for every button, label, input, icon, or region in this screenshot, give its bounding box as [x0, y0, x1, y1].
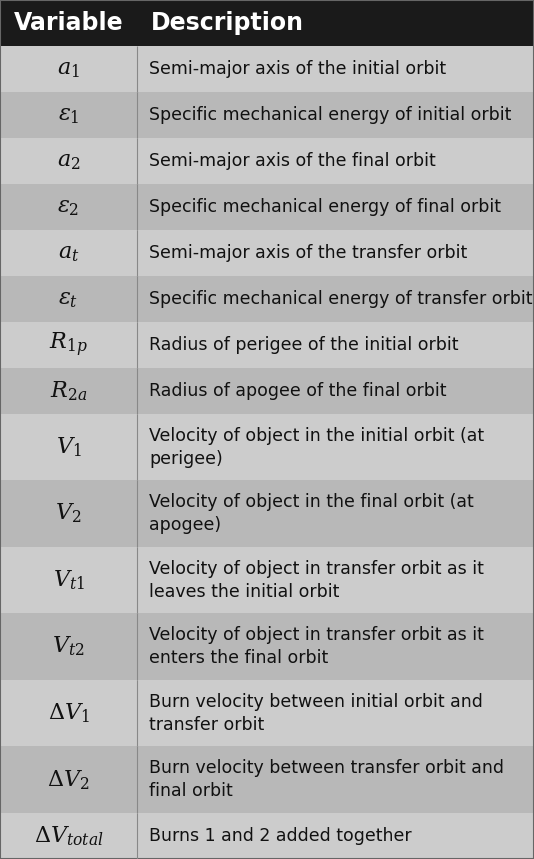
Bar: [0, 0, 534, 46]
Bar: [0, 680, 534, 746]
Text: Description: Description: [151, 11, 304, 35]
Text: $V_{t1}$: $V_{t1}$: [52, 569, 84, 592]
Text: Semi-major axis of the transfer orbit: Semi-major axis of the transfer orbit: [149, 244, 467, 262]
Bar: [0, 813, 534, 859]
Text: Radius of perigee of the initial orbit: Radius of perigee of the initial orbit: [149, 336, 459, 354]
Text: $a_t$: $a_t$: [58, 242, 79, 264]
Text: $R_{2a}$: $R_{2a}$: [50, 379, 87, 403]
Bar: [0, 322, 534, 368]
Text: Burn velocity between transfer orbit and
final orbit: Burn velocity between transfer orbit and…: [149, 759, 504, 801]
Text: $V_1$: $V_1$: [56, 436, 81, 459]
Text: $\Delta V_{total}$: $\Delta V_{total}$: [34, 824, 103, 848]
Text: Specific mechanical energy of transfer orbit: Specific mechanical energy of transfer o…: [149, 289, 532, 308]
Text: $\varepsilon_2$: $\varepsilon_2$: [58, 196, 80, 218]
Bar: [0, 184, 534, 230]
Text: $\Delta V_2$: $\Delta V_2$: [48, 768, 90, 791]
Text: $V_{t2}$: $V_{t2}$: [52, 635, 85, 659]
Bar: [0, 480, 534, 547]
Text: $a_2$: $a_2$: [57, 150, 80, 172]
Bar: [0, 368, 534, 414]
Text: Velocity of object in transfer orbit as it
leaves the initial orbit: Velocity of object in transfer orbit as …: [149, 560, 484, 600]
Text: Velocity of object in the initial orbit (at
perigee): Velocity of object in the initial orbit …: [149, 427, 484, 467]
Bar: [0, 138, 534, 184]
Text: Velocity of object in the final orbit (at
apogee): Velocity of object in the final orbit (a…: [149, 493, 474, 534]
Text: $V_2$: $V_2$: [56, 502, 82, 526]
Bar: [0, 547, 534, 613]
Bar: [0, 46, 534, 92]
Bar: [0, 746, 534, 813]
Text: Variable: Variable: [14, 11, 123, 35]
Bar: [0, 414, 534, 480]
Text: $\varepsilon_1$: $\varepsilon_1$: [58, 104, 79, 126]
Text: Specific mechanical energy of final orbit: Specific mechanical energy of final orbi…: [149, 198, 501, 216]
Text: Burns 1 and 2 added together: Burns 1 and 2 added together: [149, 827, 412, 845]
Text: Semi-major axis of the final orbit: Semi-major axis of the final orbit: [149, 152, 436, 170]
Bar: [0, 276, 534, 322]
Text: $R_{1p}$: $R_{1p}$: [49, 331, 88, 359]
Bar: [0, 613, 534, 680]
Text: $a_1$: $a_1$: [57, 58, 80, 80]
Text: Semi-major axis of the initial orbit: Semi-major axis of the initial orbit: [149, 60, 446, 78]
Text: Radius of apogee of the final orbit: Radius of apogee of the final orbit: [149, 382, 446, 399]
Bar: [0, 92, 534, 138]
Text: $\varepsilon_t$: $\varepsilon_t$: [58, 288, 78, 310]
Text: Burn velocity between initial orbit and
transfer orbit: Burn velocity between initial orbit and …: [149, 692, 483, 734]
Text: Velocity of object in transfer orbit as it
enters the final orbit: Velocity of object in transfer orbit as …: [149, 626, 484, 667]
Bar: [0, 230, 534, 276]
Text: $\Delta V_1$: $\Delta V_1$: [48, 702, 89, 725]
Text: Specific mechanical energy of initial orbit: Specific mechanical energy of initial or…: [149, 106, 512, 124]
